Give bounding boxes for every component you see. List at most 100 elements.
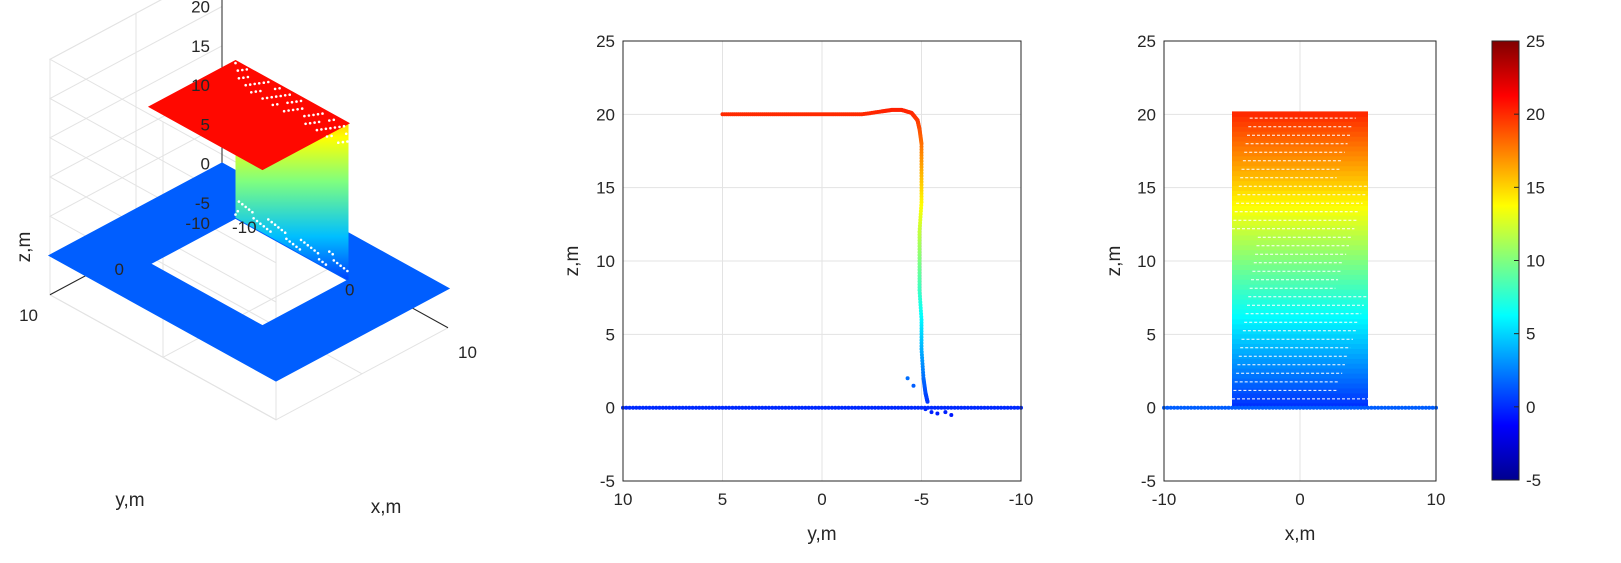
- yz-point: [919, 176, 924, 181]
- yz-point: [1009, 405, 1013, 410]
- xz-face-band: [1232, 131, 1368, 137]
- xz-face-band: [1232, 313, 1368, 320]
- wall-speckle: [241, 68, 244, 72]
- yz-y-tick-label: 25: [596, 32, 615, 51]
- yz-point: [917, 223, 922, 228]
- yz-point: [839, 405, 844, 410]
- xz-face-band: [1232, 363, 1368, 369]
- yz-point: [919, 182, 924, 187]
- yz-point: [694, 405, 698, 410]
- xz-ground-point: [1202, 405, 1207, 410]
- yz-point: [921, 373, 926, 378]
- yz-point: [697, 405, 702, 410]
- yz-point: [1002, 405, 1007, 410]
- yz-point: [935, 411, 940, 416]
- wall-speckle: [288, 93, 292, 96]
- yz-point: [919, 338, 924, 343]
- yz-point: [918, 217, 923, 222]
- yz-point: [796, 405, 801, 410]
- yz-point: [644, 405, 649, 410]
- yz-point: [919, 347, 924, 351]
- xz-ground-point: [1400, 405, 1404, 410]
- xz-face-band: [1232, 146, 1368, 152]
- xz-ground-point: [1311, 405, 1316, 410]
- xz-ground-point: [1301, 405, 1306, 410]
- wall-speckle: [303, 241, 306, 244]
- yz-point: [917, 285, 922, 290]
- wall-speckle: [307, 114, 311, 117]
- roof-plane: [147, 59, 351, 171]
- yz-point: [918, 212, 923, 217]
- yz-x-tick-label: -5: [914, 490, 929, 509]
- yz-point: [929, 405, 934, 410]
- yz-point: [889, 405, 894, 410]
- yz-point: [680, 405, 685, 410]
- wall-speckle: [341, 140, 345, 144]
- xz-face-band: [1232, 402, 1368, 409]
- xz-ground-point: [1260, 405, 1265, 410]
- yz-point: [919, 352, 924, 357]
- wall-speckle: [338, 125, 341, 129]
- z-tick-label: 10: [191, 76, 210, 95]
- yz-point: [873, 405, 878, 410]
- yz-point: [985, 405, 990, 410]
- xz-ground-point: [1267, 405, 1272, 410]
- y-gridline: [49, 59, 277, 421]
- wall-speckle: [291, 242, 295, 246]
- yz-point: [917, 264, 922, 269]
- yz-point: [790, 405, 795, 410]
- xz-ground-point: [1413, 405, 1418, 410]
- yz-point: [919, 168, 924, 173]
- wall-speckle: [309, 246, 313, 250]
- yz-point: [972, 405, 977, 410]
- xz-face-band: [1232, 239, 1368, 246]
- wall-speckle: [316, 112, 320, 116]
- yz-point: [637, 405, 642, 410]
- xz-face-band: [1232, 244, 1368, 251]
- yz-point: [737, 405, 742, 410]
- yz-point: [918, 209, 923, 214]
- yz-point: [921, 370, 926, 375]
- yz-point: [793, 405, 798, 410]
- xz-ground-point: [1318, 405, 1323, 410]
- xz-ground-point: [1366, 405, 1370, 410]
- yz-point: [917, 273, 922, 278]
- yz-point: [965, 405, 970, 410]
- xz-x-tick-label: -10: [1152, 490, 1177, 509]
- yz-point: [917, 282, 922, 287]
- xz-ground-point: [1410, 405, 1415, 410]
- yz-point: [703, 405, 708, 410]
- yz-point: [866, 405, 871, 410]
- z-tick-label: 0: [201, 155, 210, 174]
- yz-point: [786, 405, 791, 410]
- xz-ground-point: [1294, 405, 1299, 410]
- wall-speckle: [262, 81, 266, 84]
- xz-ground-point: [1349, 405, 1353, 410]
- xz-ground-point: [1423, 405, 1428, 410]
- colorbar-tick-label: 5: [1526, 325, 1535, 344]
- yz-point: [780, 405, 785, 410]
- xz-ground-point: [1359, 405, 1364, 410]
- xz-face-band: [1232, 259, 1368, 265]
- yz-point: [624, 405, 629, 410]
- xz-ground-point: [1172, 405, 1177, 410]
- yz-point: [859, 405, 864, 410]
- xz-ground-point: [1372, 405, 1377, 410]
- wall-speckle: [317, 258, 321, 261]
- yz-point: [959, 405, 964, 410]
- yz-point: [690, 405, 695, 410]
- yz-point: [1015, 405, 1020, 410]
- wall-speckle: [306, 243, 310, 247]
- yz-point: [919, 162, 924, 167]
- yz-point: [917, 267, 922, 272]
- yz-point: [823, 405, 828, 410]
- xz-face-band: [1232, 338, 1368, 344]
- yz-x-axis-label: y,m: [807, 524, 836, 545]
- wall-speckle: [237, 77, 241, 80]
- yz-point: [962, 405, 967, 410]
- xz-ground-point: [1332, 405, 1336, 410]
- xz-ground-point: [1298, 405, 1302, 410]
- xz-ground-point: [1396, 405, 1401, 410]
- xz-face-band: [1232, 269, 1368, 275]
- yz-point: [833, 405, 838, 410]
